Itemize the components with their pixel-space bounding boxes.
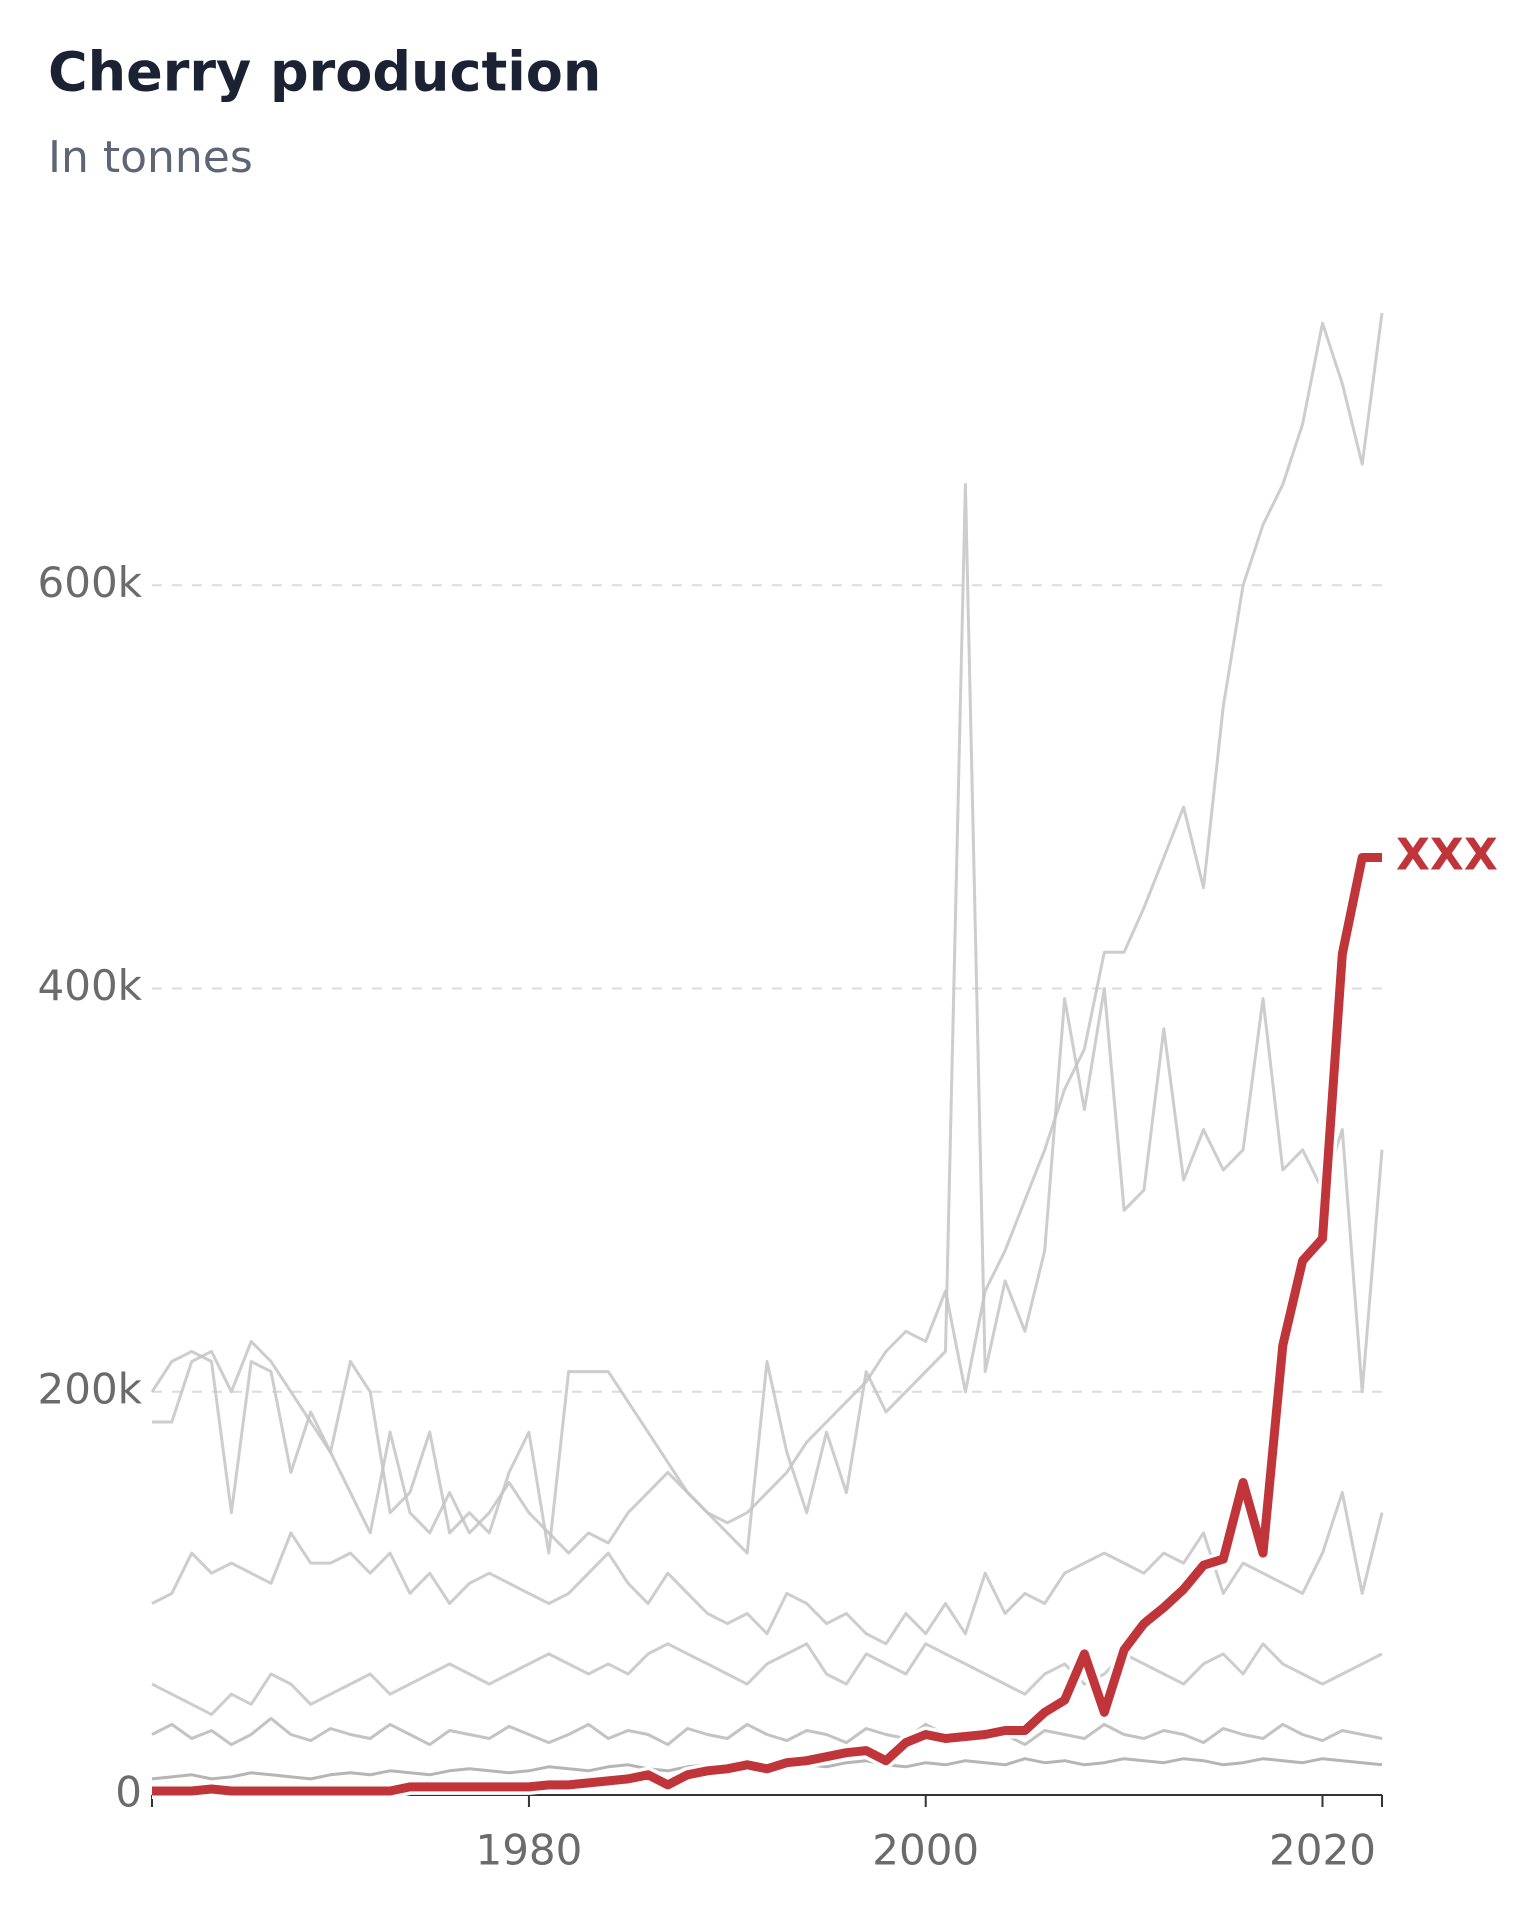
y-tick-label: 200k xyxy=(38,1364,143,1413)
line-halo xyxy=(152,849,1382,1799)
y-tick-label: 0 xyxy=(115,1768,142,1817)
line xyxy=(151,1716,1383,1747)
x-tick-label: 2000 xyxy=(872,1826,979,1875)
highlight-line xyxy=(152,853,1382,1796)
y-tick-label: 600k xyxy=(38,558,143,607)
line xyxy=(151,1491,1384,1646)
y-tick-label: 400k xyxy=(38,961,143,1010)
x-tick-label: 2020 xyxy=(1269,1826,1376,1875)
chart-title: Cherry production xyxy=(48,41,601,104)
line xyxy=(151,1642,1383,1716)
chart-subtitle: In tonnes xyxy=(48,132,253,183)
line xyxy=(150,483,1384,1555)
line xyxy=(152,312,1384,1555)
series-label: XXX xyxy=(1396,829,1498,880)
x-tick-label: 1980 xyxy=(475,1826,582,1875)
